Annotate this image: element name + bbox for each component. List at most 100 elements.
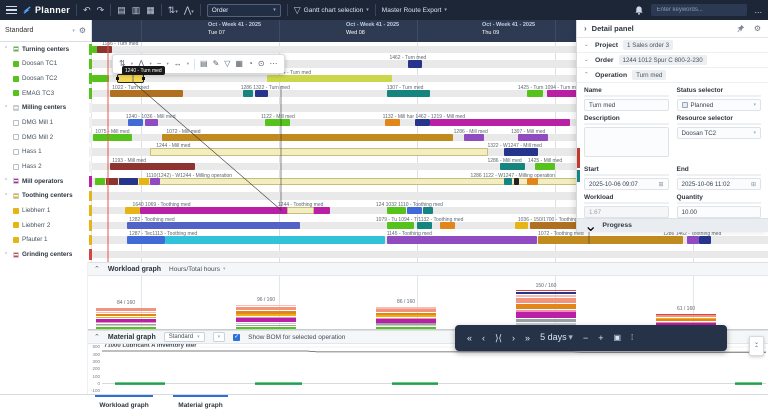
gantt-bar[interactable] (150, 148, 489, 156)
sidebar-item-liebherr-2[interactable]: Liebherr 2 (0, 218, 92, 233)
search-input[interactable] (651, 4, 748, 16)
add-activity-icon[interactable]: ▤ (117, 4, 126, 15)
gantt-bar[interactable] (265, 118, 291, 127)
gantt-bar[interactable] (504, 177, 513, 186)
end-field[interactable]: 2025-10-06 11:02 ⊞ (676, 178, 761, 190)
zoom-range-select[interactable]: 5 days ▾ (540, 333, 573, 343)
gantt-bar[interactable] (527, 177, 539, 186)
gantt-bar[interactable] (115, 73, 145, 84)
tree-caret-icon[interactable]: ⌃ (4, 192, 9, 199)
gantt-bar[interactable] (440, 221, 455, 230)
gantt-bar[interactable] (513, 177, 520, 186)
workload-bar[interactable]: 84 / 160 (96, 300, 156, 329)
hamburger-menu-icon[interactable] (6, 5, 17, 15)
step-forward-icon[interactable]: › (512, 332, 516, 343)
sidebar-item-mill-operators[interactable]: ⌃ Mill operators (0, 174, 92, 189)
gantt-bar[interactable] (254, 89, 268, 98)
gantt-bar[interactable] (415, 118, 430, 127)
table-view-icon[interactable]: ▦ (146, 4, 155, 15)
schedule-icon[interactable]: ▤ (200, 59, 208, 68)
gantt-bar[interactable] (386, 221, 415, 230)
gantt-bar[interactable] (538, 236, 684, 244)
sidebar-item-doosan-tc2[interactable]: Doosan TC2 (0, 71, 92, 86)
sidebar-item-turning-centers[interactable]: ⌃ Turning centers (0, 42, 92, 57)
gantt-bar[interactable] (92, 133, 132, 142)
calendar-icon[interactable]: ⊞ (658, 181, 664, 188)
collapse-icon[interactable]: ⌃ (94, 334, 100, 341)
gantt-bar[interactable] (127, 221, 301, 230)
gantt-bar[interactable] (267, 74, 393, 83)
sidebar-item-grinding-centers[interactable]: ⌃ Grinding centers (0, 247, 92, 262)
panel-collapse-control[interactable]: ⌄ ⌃ (749, 336, 764, 356)
gantt-bar[interactable] (127, 236, 165, 244)
gantt-bar[interactable] (165, 236, 385, 244)
gear-icon[interactable]: ⚙ (78, 26, 86, 35)
gantt-bar[interactable] (110, 162, 196, 171)
tree-caret-icon[interactable]: ⌃ (4, 104, 9, 111)
gantt-bar[interactable] (417, 221, 432, 230)
material-extra-select[interactable]: ▾ (212, 332, 226, 342)
jump-start-icon[interactable]: « (467, 332, 473, 343)
undo-icon[interactable]: ↶ (83, 4, 91, 15)
panel-gear-icon[interactable]: ⚙ (753, 24, 761, 33)
sidebar-item-emag-tc3[interactable]: EMAG TC3 (0, 86, 92, 101)
workload-mode-select[interactable]: Hours/Total hours ▾ (169, 266, 225, 273)
tree-caret-icon[interactable]: ⌃ (4, 46, 9, 53)
material-view-select[interactable]: Standard ▾ (163, 332, 205, 342)
gantt-bar[interactable] (384, 118, 400, 127)
histogram-icon[interactable]: ⋀ (137, 59, 145, 68)
step-back-icon[interactable]: ‹ (482, 332, 486, 343)
gantt-bar[interactable] (463, 133, 485, 142)
sidebar-item-doosan-tc1[interactable]: Doosan TC1 (0, 57, 92, 72)
gantt-bar[interactable] (242, 89, 253, 98)
gantt-bar[interactable] (430, 118, 570, 127)
power-icon[interactable]: ⊙ (257, 59, 265, 68)
baseline-icon[interactable]: − (156, 59, 162, 68)
tree-caret-icon[interactable]: ⌃ (4, 251, 9, 258)
sidebar-item-liebherr-1[interactable]: Liebherr 1 (0, 203, 92, 218)
gantt-bar[interactable] (699, 236, 712, 244)
gantt-bar[interactable] (97, 45, 113, 54)
gantt-bar[interactable] (500, 162, 526, 171)
view-selector[interactable]: Standard ▾ ⚙ (0, 20, 92, 42)
zoom-out-icon[interactable]: − (582, 332, 589, 343)
show-bom-checkbox[interactable]: ✓ (233, 333, 241, 341)
sidebar-item-dmg-mill-2[interactable]: DMG Mill 2 (0, 130, 92, 145)
status-selector[interactable]: Planned ▾ (676, 99, 761, 111)
filter-icon[interactable]: ▽ (224, 59, 231, 68)
tab-workload-graph[interactable]: Workload graph (95, 395, 153, 413)
workload-bar[interactable]: 150 / 160 (516, 283, 576, 329)
gantt-bar[interactable] (150, 177, 160, 186)
gantt-bar[interactable] (534, 162, 556, 171)
gantt-bar[interactable] (515, 221, 529, 230)
sidebar-item-hass-2[interactable]: Hass 2 (0, 159, 92, 174)
order-select[interactable]: Order ▾ (206, 3, 281, 17)
timeline-day-group[interactable]: Oct - Week 41 - 2025 Thu 09 (482, 22, 535, 36)
fullscreen-icon[interactable]: ▣ (613, 333, 622, 342)
clock-icon[interactable]: ◔ (247, 59, 253, 68)
calendar-icon[interactable]: ⊞ (750, 181, 756, 188)
edit-icon[interactable]: ✎ (212, 59, 220, 68)
sidebar-item-pfauter-1[interactable]: Pfauter 1 (0, 233, 92, 248)
gantt-bar[interactable] (127, 118, 143, 127)
gantt-bar[interactable] (139, 177, 149, 186)
tab-material-graph[interactable]: Material graph (173, 395, 228, 413)
fit-to-now-icon[interactable]: ⟩⟨ (495, 332, 503, 343)
gantt-bar[interactable] (119, 177, 138, 186)
gantt-bar[interactable] (286, 206, 315, 215)
sidebar-item-toothing-centers[interactable]: ⌃ Toothing centers (0, 189, 92, 204)
workload-bar[interactable]: 86 / 160 (376, 299, 436, 329)
workload-bar[interactable]: 96 / 160 (236, 297, 296, 329)
start-field[interactable]: 2025-10-06 09:07 ⊞ (584, 178, 669, 190)
panel-section-order[interactable]: ⌄ Order 1244 1012 Spur C 800-2-230 (577, 53, 768, 68)
tree-caret-icon[interactable]: ⌃ (4, 178, 9, 185)
quantity-field[interactable]: 10.00 (676, 206, 761, 218)
timeline-day-group[interactable]: Oct - Week 41 - 2025 Tue 07 (208, 22, 261, 36)
panel-section-operation[interactable]: ⌃ Operation Turn med (577, 68, 768, 83)
gantt-bar[interactable] (386, 206, 406, 215)
collapse-icon[interactable]: ⌃ (94, 266, 100, 273)
histogram-icon[interactable]: ⋀▾ (183, 4, 194, 15)
gantt-bar[interactable] (162, 133, 453, 142)
description-field[interactable] (584, 127, 669, 157)
pin-icon[interactable] (736, 24, 745, 33)
